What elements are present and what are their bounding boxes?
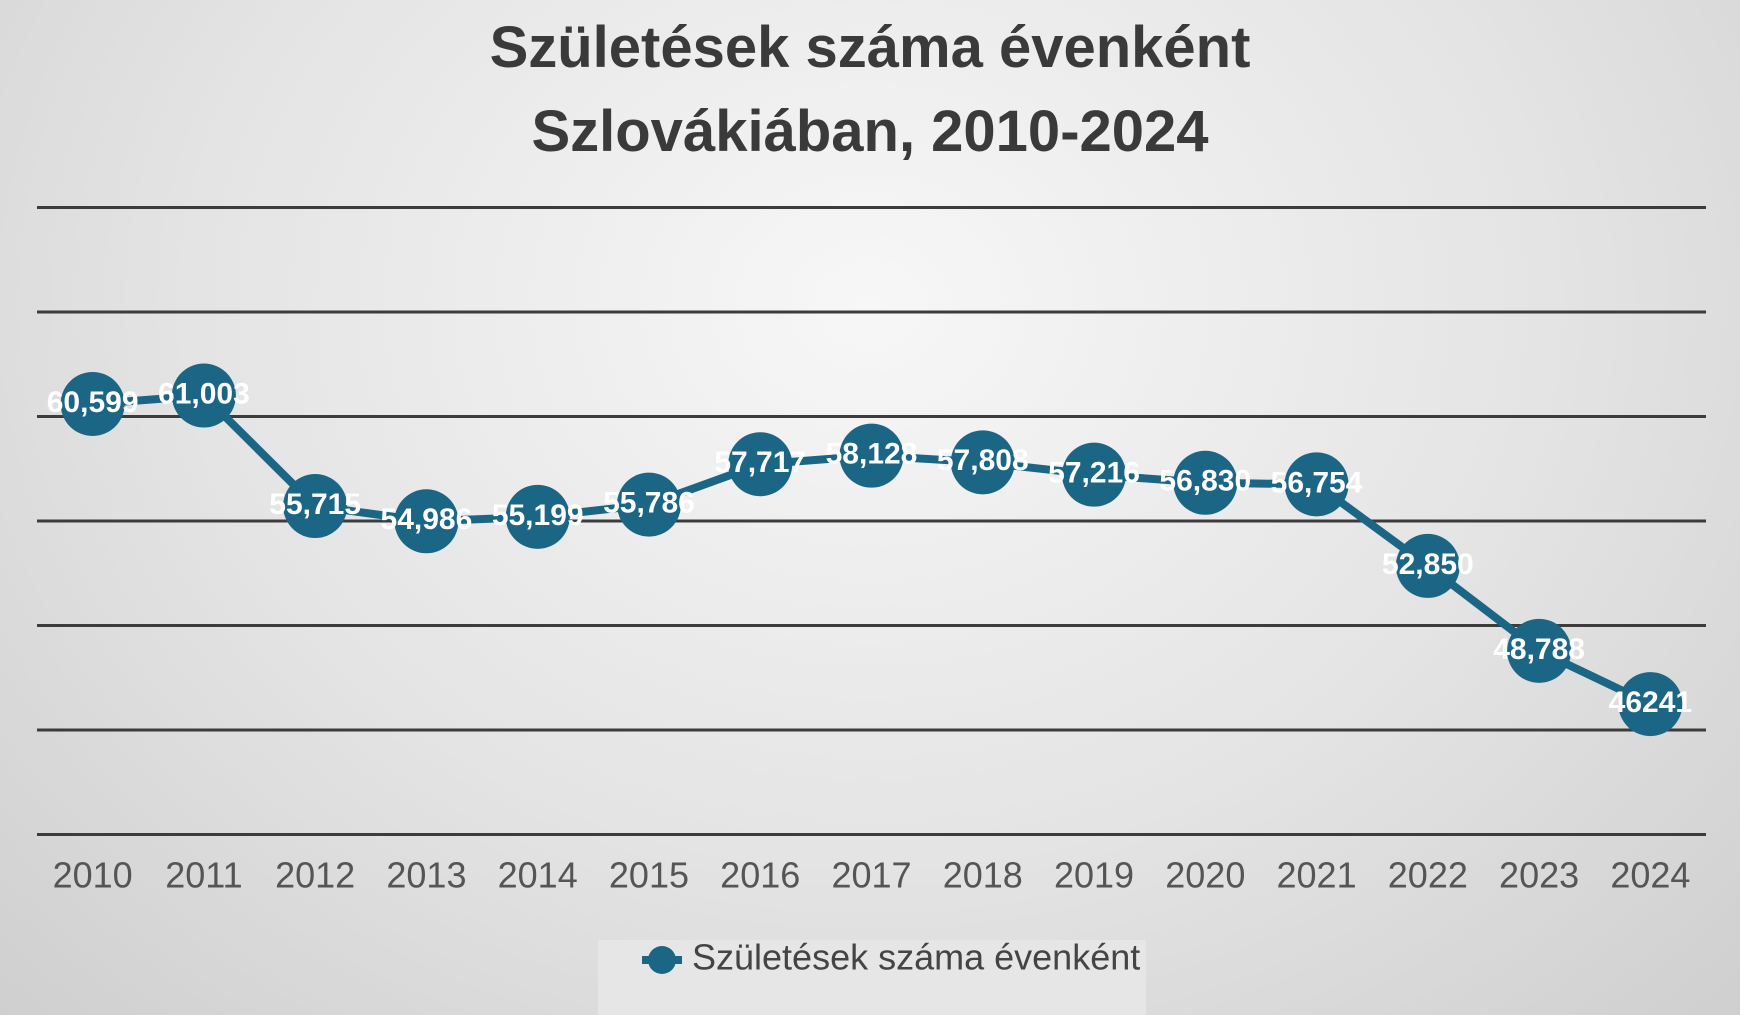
marker — [1284, 452, 1349, 517]
data-label: 55,199 — [492, 499, 584, 532]
data-label: 55,715 — [269, 488, 361, 521]
x-tick-label: 2010 — [53, 855, 133, 896]
data-label: 58,128 — [826, 438, 918, 471]
marker — [283, 474, 348, 539]
legend-marker — [648, 946, 676, 974]
x-tick-label: 2024 — [1610, 855, 1690, 896]
data-label: 57,808 — [937, 444, 1029, 477]
data-label: 46241 — [1609, 686, 1692, 719]
x-tick-label: 2023 — [1499, 855, 1579, 896]
data-label: 52,850 — [1382, 548, 1474, 581]
data-label: 54,986 — [381, 503, 473, 536]
data-label: 55,786 — [603, 486, 695, 519]
data-label: 48,788 — [1493, 633, 1585, 666]
data-label: 56,830 — [1159, 465, 1251, 498]
x-tick-label: 2022 — [1388, 855, 1468, 896]
data-label: 60,599 — [47, 386, 139, 419]
marker — [505, 484, 570, 549]
x-tick-label: 2017 — [831, 855, 911, 896]
x-tick-label: 2018 — [943, 855, 1023, 896]
x-tick-label: 2021 — [1277, 855, 1357, 896]
x-tick-label: 2016 — [720, 855, 800, 896]
marker — [1062, 442, 1127, 507]
x-tick-label: 2011 — [165, 855, 242, 896]
x-tick-label: 2015 — [609, 855, 689, 896]
data-label: 61,003 — [158, 377, 250, 410]
data-label: 57,717 — [714, 446, 806, 479]
data-label: 57,216 — [1048, 457, 1140, 490]
legend-box — [598, 940, 1146, 1015]
marker — [60, 371, 125, 436]
chart-title: Születések száma évenként Szlovákiában, … — [489, 15, 1251, 164]
marker — [616, 472, 681, 537]
marker — [1507, 618, 1572, 683]
x-tick-label: 2019 — [1054, 855, 1134, 896]
marker — [1618, 672, 1683, 737]
x-tick-label: 2020 — [1165, 855, 1245, 896]
legend-label: Születések száma évenként — [692, 937, 1140, 978]
x-tick-label: 2012 — [275, 855, 355, 896]
marker — [171, 363, 236, 428]
marker — [839, 423, 904, 488]
data-label: 56,754 — [1271, 466, 1363, 499]
marker — [728, 432, 793, 497]
x-tick-label: 2014 — [498, 855, 578, 896]
marker — [394, 489, 459, 554]
marker — [1395, 533, 1460, 598]
marker — [1173, 450, 1238, 515]
x-tick-label: 2013 — [386, 855, 466, 896]
marker — [950, 430, 1015, 495]
